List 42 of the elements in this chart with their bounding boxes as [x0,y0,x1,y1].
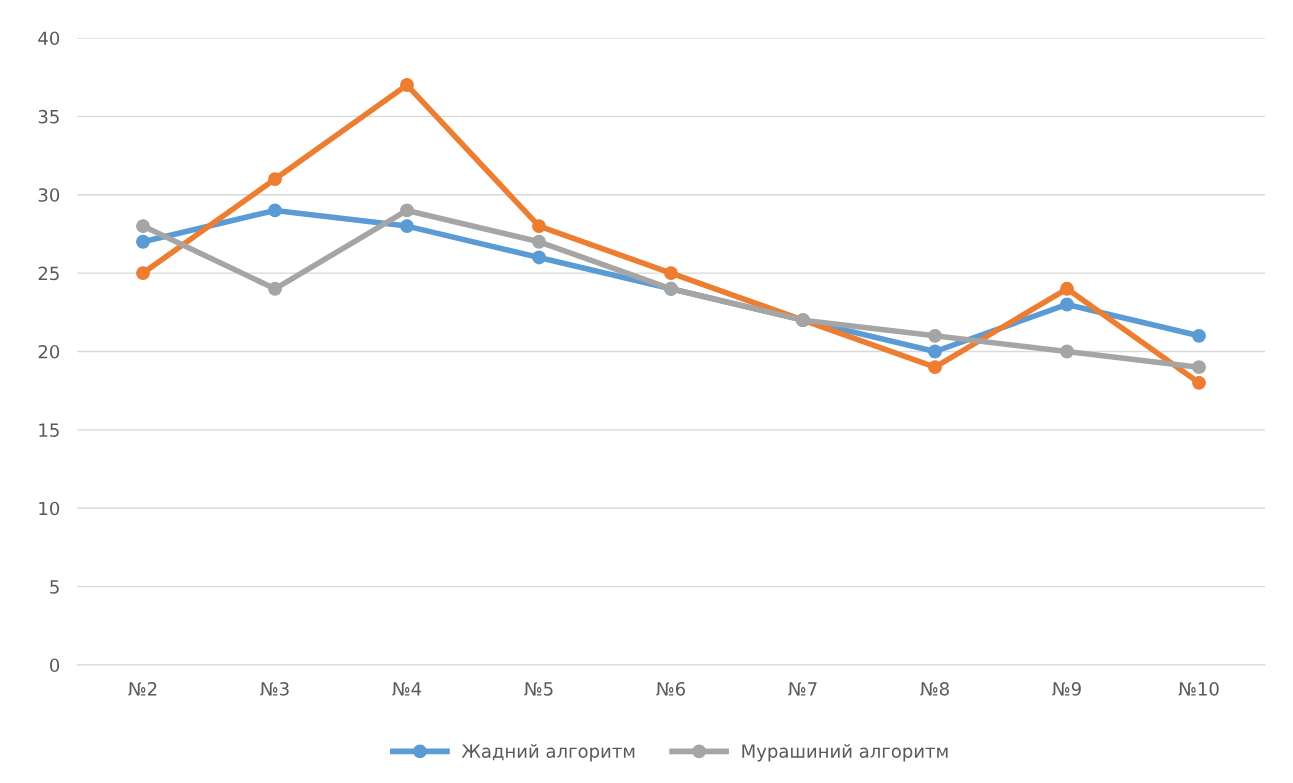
point [1060,344,1074,359]
x-tick-label: №10 [1178,681,1219,696]
point [268,172,282,187]
y-tick-label: 5 [50,580,59,594]
x-tick-label: №8 [920,681,949,696]
point [532,219,546,234]
x-tick-label: №4 [392,682,422,696]
point [136,266,150,281]
point [400,78,414,92]
y-tick-label: 10 [39,501,60,516]
point [928,328,942,343]
point [1192,360,1206,375]
point [400,203,414,218]
y-tick-label: 30 [38,188,60,202]
point [136,219,150,234]
y-tick-label: 25 [38,266,59,281]
y-tick-label: 0 [50,658,60,673]
legend-label: Жадний алгоритм [461,744,635,762]
point [1060,297,1074,312]
y-tick-label: 35 [38,109,59,124]
x-tick-label: №2 [128,681,157,696]
y-tick-label: 15 [39,423,59,437]
x-tick-label: №3 [260,681,289,696]
x-tick-label: №6 [656,681,685,696]
point [268,203,282,218]
x-tick-label: №7 [788,682,817,696]
point [532,234,546,249]
point [1060,281,1074,296]
y-tick-label: 40 [38,31,60,46]
x-tick-label: №5 [524,682,553,696]
point [1192,328,1206,343]
y-tick-label: 20 [38,344,60,359]
point [400,219,414,234]
point [928,360,942,375]
point [136,234,150,249]
point [532,250,546,265]
point [664,266,678,281]
point [1192,375,1206,390]
point [928,344,942,359]
legend-label: Мурашиний алгоритм [742,744,948,762]
point [268,281,282,296]
x-tick-label: №9 [1052,681,1081,696]
